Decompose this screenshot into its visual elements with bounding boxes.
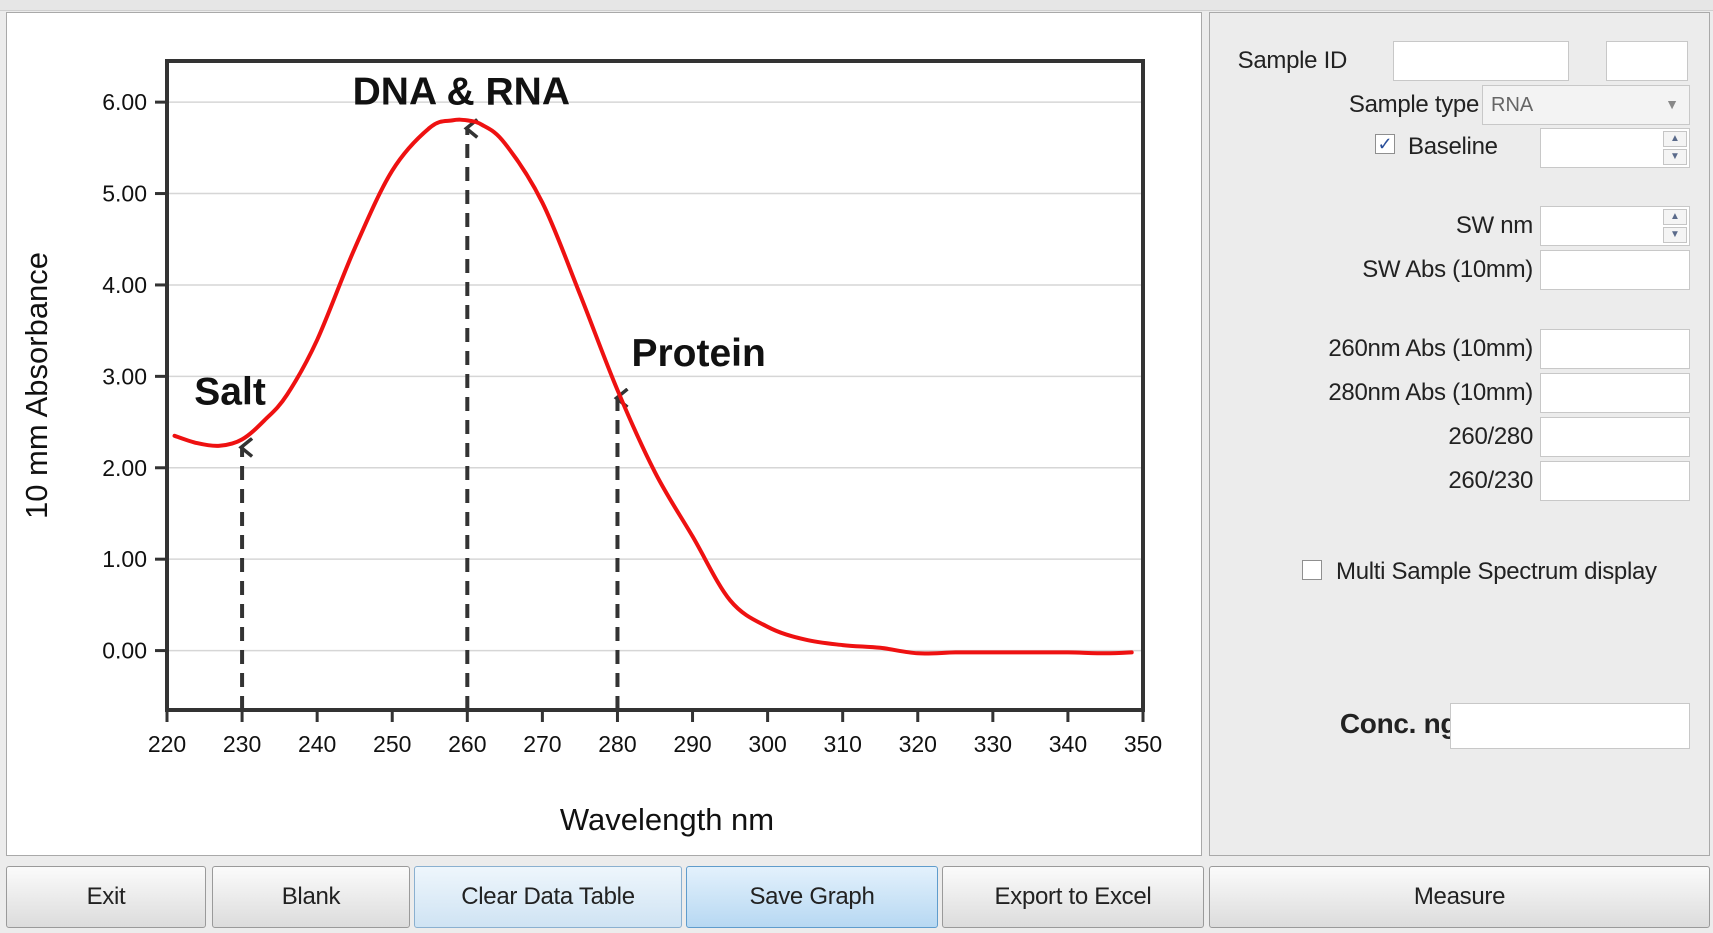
window-top-strip: [0, 0, 1713, 11]
conc-field[interactable]: [1450, 703, 1690, 749]
sample-id-suffix-input[interactable]: [1607, 42, 1687, 80]
y-tick-label: 4.00: [102, 272, 147, 298]
ratio-260-280-input[interactable]: [1541, 418, 1689, 456]
sw-abs-label: SW Abs (10mm): [1362, 256, 1533, 283]
absorbance-spectrum-chart: 0.00 1.00 2.00 3.00 4.00 5.00 6.00 220 230 240 25…: [19, 59, 1162, 837]
clear-data-table-button[interactable]: Clear Data Table: [414, 866, 682, 928]
export-to-excel-button[interactable]: Export to Excel: [942, 866, 1204, 928]
x-tick-label: 260: [448, 731, 486, 757]
annotation-label: DNA & RNA: [353, 70, 570, 113]
ratio-260-280-field[interactable]: [1540, 417, 1690, 457]
baseline-spinbox[interactable]: ▲ ▼: [1540, 128, 1690, 168]
abs-260-label: 260nm Abs (10mm): [1328, 335, 1533, 362]
x-tick-label: 230: [223, 731, 261, 757]
abs-280-input[interactable]: [1541, 374, 1689, 412]
y-tick-label: 5.00: [102, 181, 147, 207]
ratio-260-230-input[interactable]: [1541, 462, 1689, 500]
sample-details-panel: Sample ID Sample type RNA ▼ ✓ Baseline ▲…: [1209, 12, 1710, 856]
sw-nm-spinbox[interactable]: ▲ ▼: [1540, 206, 1690, 246]
x-tick-label: 270: [523, 731, 561, 757]
sample-id-input[interactable]: [1394, 42, 1568, 80]
spin-down-icon[interactable]: ▼: [1663, 227, 1687, 243]
sample-id-field[interactable]: [1393, 41, 1569, 81]
spin-up-icon[interactable]: ▲: [1663, 209, 1687, 225]
sample-type-value: RNA: [1491, 94, 1534, 116]
x-tick-label: 310: [824, 731, 862, 757]
ratio-260-280-label: 260/280: [1448, 423, 1533, 450]
abs-280-field[interactable]: [1540, 373, 1690, 413]
y-tick-label: 0.00: [102, 638, 147, 664]
chevron-down-icon[interactable]: ▼: [1665, 96, 1679, 112]
x-tick-label: 290: [673, 731, 711, 757]
x-axis-label: Wavelength nm: [560, 802, 774, 837]
x-tick-label: 300: [748, 731, 786, 757]
conc-input[interactable]: [1451, 704, 1689, 748]
sample-id-label: Sample ID: [1237, 47, 1348, 74]
plot-frame: [165, 59, 1145, 712]
abs-280-label: 280nm Abs (10mm): [1328, 379, 1533, 406]
abs-260-input[interactable]: [1541, 330, 1689, 368]
y-tick-label: 6.00: [102, 89, 147, 115]
multi-sample-checkbox[interactable]: [1302, 560, 1322, 580]
exit-button[interactable]: Exit: [6, 866, 206, 928]
checkmark-icon: ✓: [1377, 134, 1393, 154]
x-tick-label: 280: [598, 731, 636, 757]
ratio-260-230-field[interactable]: [1540, 461, 1690, 501]
spectrum-chart-panel: 0.00 1.00 2.00 3.00 4.00 5.00 6.00 220 230 240 25…: [6, 12, 1202, 856]
annotation-label: Protein: [631, 332, 765, 375]
sample-type-label: Sample type: [1348, 91, 1479, 118]
x-tick-label: 320: [899, 731, 937, 757]
x-tick-label: 240: [298, 731, 336, 757]
sw-abs-field[interactable]: [1540, 250, 1690, 290]
y-tick-label: 3.00: [102, 363, 147, 389]
annotation-label: Salt: [194, 370, 266, 413]
ratio-260-230-label: 260/230: [1448, 467, 1533, 494]
baseline-label: Baseline: [1408, 133, 1498, 160]
sample-type-dropdown[interactable]: RNA ▼: [1482, 85, 1690, 125]
blank-button[interactable]: Blank: [212, 866, 410, 928]
y-tick-label: 1.00: [102, 546, 147, 572]
abs-260-field[interactable]: [1540, 329, 1690, 369]
spin-down-icon[interactable]: ▼: [1663, 149, 1687, 165]
x-tick-label: 250: [373, 731, 411, 757]
absorbance-spectrum-line: [172, 117, 1134, 656]
y-axis-label: 10 mm Absorbance: [19, 252, 54, 519]
baseline-checkbox[interactable]: ✓: [1375, 134, 1395, 154]
x-tick-label: 350: [1124, 731, 1162, 757]
x-tick-label: 340: [1049, 731, 1087, 757]
spin-up-icon[interactable]: ▲: [1663, 131, 1687, 147]
x-tick-label: 220: [148, 731, 186, 757]
y-tick-label: 2.00: [102, 455, 147, 481]
measure-button[interactable]: Measure: [1209, 866, 1710, 928]
save-graph-button[interactable]: Save Graph: [686, 866, 938, 928]
sw-nm-label: SW nm: [1455, 212, 1533, 239]
sw-abs-input[interactable]: [1541, 251, 1689, 289]
multi-sample-label: Multi Sample Spectrum display: [1336, 558, 1657, 585]
x-tick-label: 330: [974, 731, 1012, 757]
sample-id-suffix-field[interactable]: [1606, 41, 1688, 81]
